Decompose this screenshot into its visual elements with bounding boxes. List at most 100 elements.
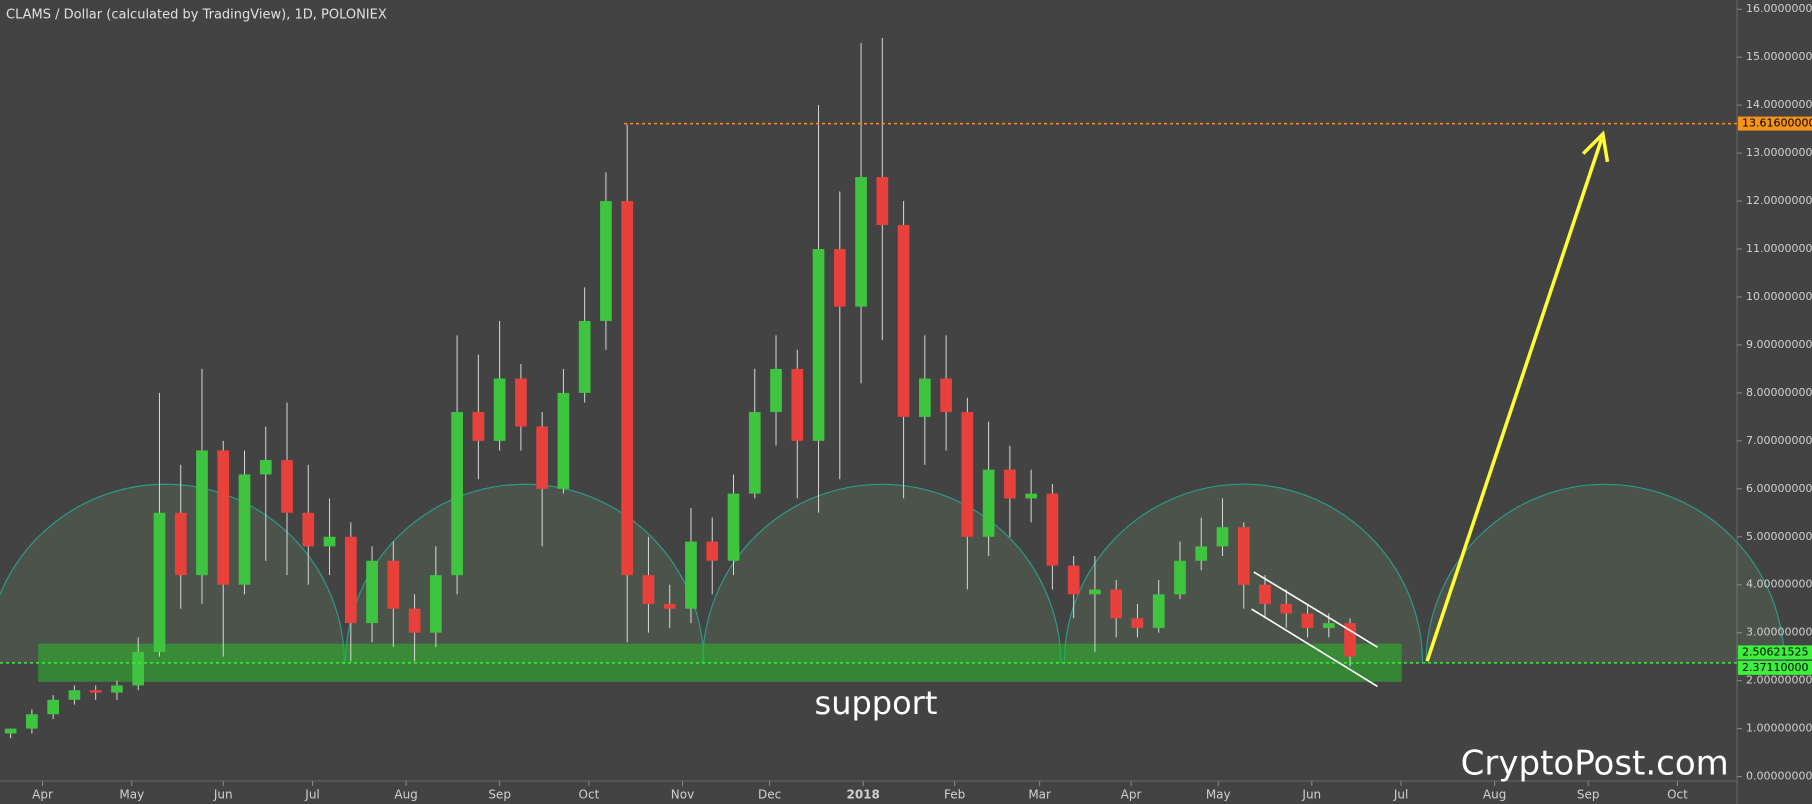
candle-body	[89, 690, 102, 693]
candle-body	[1237, 527, 1250, 585]
y-tick-label: 12.00000000	[1746, 194, 1812, 207]
candle-body	[557, 392, 570, 489]
x-tick-label: Jun	[1301, 788, 1321, 802]
candle-body	[791, 368, 804, 441]
candle-body	[153, 512, 166, 652]
candle-body	[238, 474, 251, 585]
candle-body	[918, 378, 931, 417]
arrow-shaft	[1425, 138, 1604, 662]
candle-body	[961, 412, 974, 537]
y-tick-label: 3.00000000	[1746, 626, 1812, 639]
x-tick-label: Oct	[579, 788, 600, 802]
candle-body	[642, 575, 655, 604]
chart-title: CLAMS / Dollar (calculated by TradingVie…	[6, 8, 387, 23]
x-tick-label: Aug	[1483, 788, 1506, 802]
candle-body	[706, 541, 719, 561]
arc-pattern	[0, 484, 345, 664]
price-label-box	[1738, 660, 1812, 675]
x-tick-label: 2018	[846, 788, 879, 802]
candle-body	[366, 560, 378, 624]
candle-body	[833, 249, 846, 307]
x-tick-label: Mar	[1028, 788, 1051, 802]
candle-body	[4, 728, 17, 734]
candle-body	[196, 450, 208, 576]
candle-body	[451, 412, 463, 576]
x-tick-label: Oct	[1667, 788, 1688, 802]
candle-body	[26, 714, 38, 729]
candle-body	[515, 378, 527, 427]
candle-body	[982, 469, 995, 537]
y-tick-label: 9.00000000	[1746, 338, 1812, 351]
candle-body	[1259, 584, 1271, 604]
candle-body	[940, 378, 952, 413]
x-tick-label: Nov	[671, 788, 694, 802]
candle-body	[578, 320, 591, 393]
y-tick-label: 4.00000000	[1746, 578, 1812, 591]
x-tick-label: May	[1206, 788, 1231, 802]
y-tick-label: 6.00000000	[1746, 482, 1812, 495]
candle-body	[1344, 623, 1356, 657]
candle-body	[536, 426, 548, 489]
candle-body	[47, 699, 59, 715]
candle-body	[68, 690, 81, 700]
candle-body	[408, 608, 421, 633]
x-tick-label: Dec	[758, 788, 781, 802]
candle-body	[748, 412, 761, 494]
candle-body	[1110, 589, 1123, 619]
y-tick-label: 1.00000000	[1746, 722, 1812, 735]
x-tick-label: Jun	[213, 788, 233, 802]
price-label: 2.50621525	[1742, 645, 1808, 658]
candle-body	[1067, 565, 1080, 595]
price-label: 2.37110000	[1742, 661, 1808, 674]
candle-body	[1322, 623, 1335, 628]
candle-body	[897, 225, 910, 417]
y-tick-label: 14.00000000	[1746, 98, 1812, 111]
candle-body	[1174, 560, 1186, 595]
candle-body	[855, 177, 867, 307]
candle-body	[621, 201, 634, 576]
candle-body	[812, 249, 825, 441]
candle-body	[472, 412, 485, 441]
candle-body	[493, 378, 506, 441]
y-tick-label: 10.00000000	[1746, 290, 1812, 303]
candle-body	[663, 603, 676, 609]
y-tick-label: 2.00000000	[1746, 674, 1812, 687]
candle-body	[1280, 603, 1293, 614]
x-tick-label: Aug	[394, 788, 417, 802]
candle-body	[1301, 613, 1314, 628]
candle-body	[132, 651, 145, 686]
y-tick-label: 0.00000000	[1746, 770, 1812, 783]
price-label: 13.61600000	[1742, 117, 1812, 130]
candle-body	[727, 493, 740, 561]
candle-body	[1152, 594, 1165, 628]
y-tick-label: 8.00000000	[1746, 386, 1812, 399]
price-label-box	[1738, 116, 1812, 131]
candle-body	[1046, 493, 1059, 566]
candle-body	[1089, 589, 1101, 595]
watermark: CryptoPost.com	[1461, 744, 1729, 784]
candle-body	[302, 512, 315, 547]
candle-body	[770, 368, 782, 413]
candle-body	[1216, 527, 1229, 547]
y-tick-label: 7.00000000	[1746, 434, 1812, 447]
x-tick-label: Apr	[1121, 788, 1142, 802]
x-tick-label: Sep	[1577, 788, 1600, 802]
annotation: support	[815, 684, 938, 722]
y-tick-label: 11.00000000	[1746, 242, 1812, 255]
x-tick-label: Jul	[304, 788, 319, 802]
channel-line	[1251, 608, 1378, 688]
candle-body	[1025, 493, 1037, 499]
x-tick-label: May	[119, 788, 144, 802]
candle-body	[281, 460, 293, 513]
channel-line	[1253, 571, 1378, 648]
y-tick-label: 16.00000000	[1746, 2, 1812, 15]
x-tick-label: Jul	[1393, 788, 1408, 802]
candle-body	[217, 450, 230, 585]
x-tick-label: Sep	[488, 788, 511, 802]
candle-body	[174, 512, 187, 576]
candle-body	[429, 575, 442, 633]
candle-body	[1195, 546, 1208, 561]
candle-body	[600, 201, 612, 321]
